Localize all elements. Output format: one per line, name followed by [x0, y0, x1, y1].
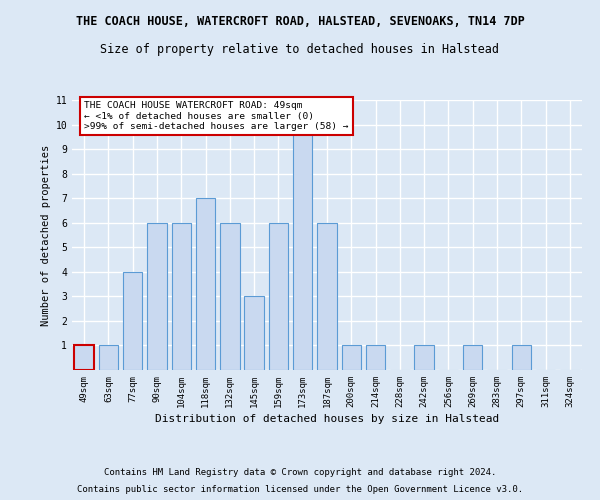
- Bar: [244, 296, 264, 370]
- Text: Contains public sector information licensed under the Open Government Licence v3: Contains public sector information licen…: [77, 484, 523, 494]
- Text: Contains HM Land Registry data © Crown copyright and database right 2024.: Contains HM Land Registry data © Crown c…: [104, 468, 496, 477]
- Bar: [317, 222, 337, 370]
- Bar: [172, 222, 191, 370]
- Bar: [74, 346, 94, 370]
- Bar: [512, 346, 531, 370]
- Bar: [366, 346, 385, 370]
- Bar: [415, 346, 434, 370]
- Y-axis label: Number of detached properties: Number of detached properties: [41, 144, 51, 326]
- Bar: [341, 346, 361, 370]
- Bar: [293, 124, 313, 370]
- Bar: [220, 222, 239, 370]
- Bar: [147, 222, 167, 370]
- Bar: [99, 346, 118, 370]
- Bar: [123, 272, 142, 370]
- Bar: [463, 346, 482, 370]
- Text: THE COACH HOUSE WATERCROFT ROAD: 49sqm
← <1% of detached houses are smaller (0)
: THE COACH HOUSE WATERCROFT ROAD: 49sqm ←…: [84, 101, 349, 131]
- X-axis label: Distribution of detached houses by size in Halstead: Distribution of detached houses by size …: [155, 414, 499, 424]
- Text: Size of property relative to detached houses in Halstead: Size of property relative to detached ho…: [101, 42, 499, 56]
- Text: THE COACH HOUSE, WATERCROFT ROAD, HALSTEAD, SEVENOAKS, TN14 7DP: THE COACH HOUSE, WATERCROFT ROAD, HALSTE…: [76, 15, 524, 28]
- Bar: [269, 222, 288, 370]
- Bar: [196, 198, 215, 370]
